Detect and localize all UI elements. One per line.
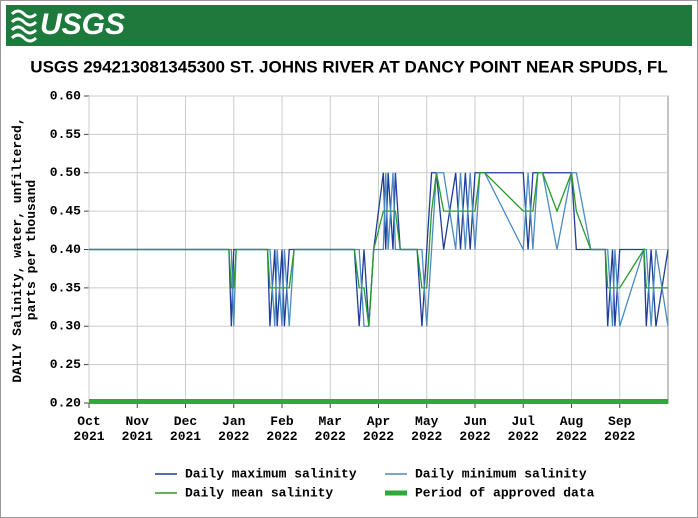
- y-tick-label: 0.20: [50, 395, 81, 410]
- y-tick-label: 0.55: [50, 127, 81, 142]
- chart-title: USGS 294213081345300 ST. JOHNS RIVER AT …: [30, 57, 667, 76]
- logo: USGS: [40, 8, 125, 41]
- x-tick-label: Aug 2022: [556, 414, 587, 444]
- legend-label: Period of approved data: [415, 485, 595, 500]
- y-tick-label: 0.60: [50, 88, 81, 103]
- y-tick-label: 0.30: [50, 319, 81, 334]
- x-tick-label: Nov 2021: [122, 414, 153, 444]
- y-tick-label: 0.35: [50, 280, 81, 295]
- x-tick-label: Jul 2022: [508, 414, 539, 444]
- y-axis-label: DAILY Salinity, water, unfiltered,parts …: [10, 117, 39, 382]
- x-tick-label: Sep 2022: [604, 414, 635, 444]
- y-tick-label: 0.40: [50, 242, 81, 257]
- y-tick-label: 0.50: [50, 165, 81, 180]
- x-tick-label: Feb 2022: [266, 414, 297, 444]
- x-tick-label: Jun 2022: [459, 414, 490, 444]
- x-tick-label: Jan 2022: [218, 414, 249, 444]
- logo-waves: [10, 9, 38, 43]
- approved-period: [89, 399, 668, 404]
- x-tick-label: Apr 2022: [363, 414, 394, 444]
- x-tick-label: Mar 2022: [315, 414, 346, 444]
- y-tick-label: 0.25: [50, 357, 81, 372]
- y-tick-label: 0.45: [50, 204, 81, 219]
- legend-label: Daily maximum salinity: [185, 466, 357, 481]
- x-tick-label: May 2022: [411, 414, 442, 444]
- series-line: [89, 172, 668, 327]
- legend-label: Daily minimum salinity: [415, 466, 587, 481]
- x-tick-label: Dec 2021: [170, 414, 201, 444]
- x-tick-label: Oct 2021: [73, 414, 104, 444]
- legend-label: Daily mean salinity: [185, 485, 333, 500]
- header-bar: [6, 5, 692, 46]
